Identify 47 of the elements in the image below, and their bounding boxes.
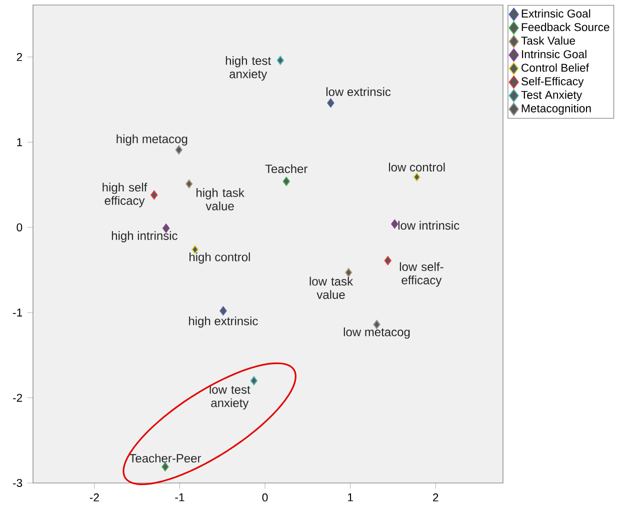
annotation: high task value xyxy=(196,188,244,210)
y-tick-label: 2 xyxy=(16,53,22,61)
legend-label: Task Value xyxy=(521,36,576,45)
point xyxy=(250,376,258,386)
x-tick-label: 1 xyxy=(348,493,353,502)
point xyxy=(413,172,420,182)
annotation: low test anxiety xyxy=(210,385,250,410)
y-tick-label: -3 xyxy=(13,478,22,487)
x-tick-label: 2 xyxy=(433,493,438,502)
x-tick-label: 0 xyxy=(262,493,268,502)
legend-label: Extrinsic Goal xyxy=(522,9,590,18)
annotation: high self efficacy xyxy=(102,182,148,208)
annotation: low extrinsic xyxy=(326,87,391,96)
y-tick-label: -2 xyxy=(13,394,22,402)
annotation: Teacher xyxy=(265,164,308,174)
legend-label: Feedback Source xyxy=(522,22,610,32)
point xyxy=(150,190,158,200)
legend-label: Metacognition xyxy=(522,104,591,115)
annotation: low metacog xyxy=(344,327,410,339)
legend-label: Self-Efficacy xyxy=(521,76,584,88)
legend-label: Intrinsic Goal xyxy=(522,50,586,58)
point xyxy=(162,462,169,472)
point xyxy=(220,306,227,316)
annotation: high control xyxy=(190,252,250,264)
point xyxy=(282,176,290,186)
point xyxy=(384,256,392,266)
point xyxy=(345,268,352,278)
x-tick-label: -1 xyxy=(175,493,184,502)
x-tick-label: -2 xyxy=(90,493,99,502)
point xyxy=(276,56,284,65)
y-tick-label: 0 xyxy=(16,223,22,232)
annotation: low control xyxy=(388,162,445,172)
point xyxy=(186,179,193,188)
point xyxy=(391,219,398,228)
annotation: low self-efficacy xyxy=(400,262,444,287)
annotation: low intrinsic xyxy=(398,220,460,230)
annotation: Teacher-Peer xyxy=(129,454,202,463)
annotation: high intrinsic xyxy=(112,231,178,242)
annotation: high extrinsic xyxy=(189,316,258,328)
annotation: low task value xyxy=(310,276,354,299)
y-tick-label: 1 xyxy=(17,138,22,146)
annotation: high metacog xyxy=(116,134,188,146)
annotation: high test anxiety xyxy=(226,56,272,81)
legend-label: Test Anxiety xyxy=(521,90,582,102)
point xyxy=(327,98,334,108)
y-tick-label: -1 xyxy=(13,308,22,316)
legend-label: Control Belief xyxy=(522,63,589,72)
